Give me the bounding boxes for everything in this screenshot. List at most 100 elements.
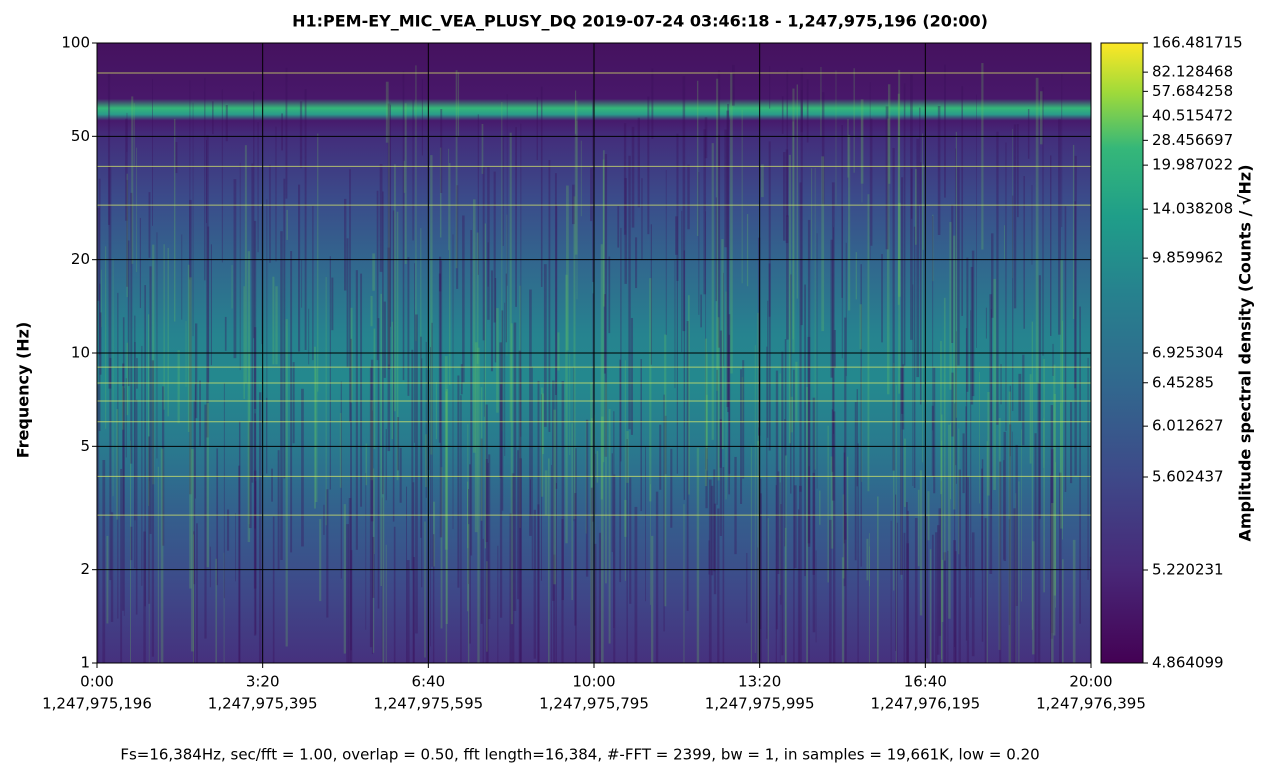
texture-stripe bbox=[953, 235, 956, 510]
x-tick-gps-label: 1,247,975,395 bbox=[208, 695, 318, 713]
texture-stripe bbox=[674, 260, 676, 389]
texture-stripe bbox=[212, 101, 214, 135]
texture-stripe bbox=[540, 86, 543, 287]
texture-stripe bbox=[981, 468, 983, 571]
texture-stripe bbox=[1016, 124, 1019, 218]
texture-stripe bbox=[797, 509, 800, 663]
texture-stripe bbox=[929, 549, 932, 663]
texture-stripe bbox=[448, 148, 450, 251]
texture-stripe bbox=[986, 441, 988, 663]
texture-stripe bbox=[717, 508, 720, 663]
texture-stripe bbox=[548, 160, 551, 432]
texture-stripe bbox=[1023, 176, 1025, 329]
texture-stripe bbox=[1064, 206, 1067, 492]
texture-stripe bbox=[1072, 539, 1076, 663]
texture-stripe bbox=[553, 409, 556, 585]
texture-stripe bbox=[397, 417, 400, 471]
texture-stripe bbox=[958, 469, 961, 663]
texture-stripe bbox=[948, 424, 951, 619]
texture-stripe bbox=[961, 86, 964, 316]
texture-stripe bbox=[746, 552, 748, 624]
texture-stripe bbox=[193, 531, 195, 663]
texture-stripe bbox=[377, 318, 380, 609]
texture-stripe bbox=[922, 164, 924, 250]
texture-stripe bbox=[191, 448, 194, 652]
texture-stripe bbox=[901, 177, 904, 414]
texture-stripe bbox=[950, 422, 952, 500]
texture-stripe bbox=[730, 73, 733, 374]
texture-stripe bbox=[831, 182, 835, 501]
texture-stripe bbox=[540, 394, 542, 581]
texture-stripe bbox=[192, 102, 194, 337]
texture-stripe bbox=[869, 546, 870, 587]
texture-stripe bbox=[786, 70, 789, 217]
texture-stripe bbox=[1043, 418, 1045, 468]
texture-stripe bbox=[949, 221, 952, 390]
texture-stripe bbox=[194, 384, 196, 499]
texture-stripe bbox=[173, 118, 176, 322]
texture-stripe bbox=[721, 239, 724, 450]
texture-stripe bbox=[1053, 364, 1056, 636]
texture-stripe bbox=[456, 185, 459, 289]
texture-stripe bbox=[843, 452, 846, 544]
texture-stripe bbox=[868, 533, 870, 663]
texture-stripe bbox=[312, 205, 314, 361]
texture-stripe bbox=[210, 244, 212, 366]
x-tick-label: 3:20 bbox=[246, 673, 280, 691]
texture-stripe bbox=[732, 64, 735, 106]
texture-stripe bbox=[520, 123, 522, 437]
texture-stripe bbox=[425, 434, 428, 488]
texture-stripe bbox=[1069, 402, 1073, 484]
texture-stripe bbox=[717, 317, 720, 481]
texture-stripe bbox=[651, 535, 654, 663]
texture-stripe bbox=[931, 534, 934, 663]
texture-stripe bbox=[940, 340, 942, 495]
texture-stripe bbox=[943, 552, 947, 663]
texture-stripe bbox=[462, 215, 465, 383]
texture-stripe bbox=[370, 400, 373, 481]
texture-stripe bbox=[281, 113, 283, 151]
texture-stripe bbox=[167, 247, 169, 417]
texture-stripe bbox=[126, 342, 129, 416]
texture-stripe bbox=[373, 328, 376, 449]
texture-stripe bbox=[686, 321, 689, 611]
texture-stripe bbox=[971, 250, 975, 397]
texture-stripe bbox=[189, 80, 191, 280]
texture-stripe bbox=[148, 436, 151, 604]
texture-stripe bbox=[509, 513, 512, 663]
texture-stripe bbox=[926, 516, 928, 659]
texture-stripe bbox=[1037, 383, 1041, 663]
texture-stripe bbox=[99, 283, 101, 355]
texture-stripe bbox=[460, 395, 462, 663]
texture-stripe bbox=[1059, 402, 1062, 513]
texture-stripe bbox=[757, 312, 760, 448]
texture-stripe bbox=[742, 360, 745, 479]
texture-stripe bbox=[97, 207, 100, 301]
texture-stripe bbox=[110, 512, 114, 622]
texture-stripe bbox=[760, 493, 762, 663]
texture-stripe bbox=[467, 481, 469, 612]
texture-stripe bbox=[460, 364, 463, 395]
texture-stripe bbox=[592, 293, 595, 522]
x-tick-label: 16:40 bbox=[904, 673, 947, 691]
texture-stripe bbox=[575, 90, 577, 134]
texture-stripe bbox=[913, 226, 916, 488]
texture-stripe bbox=[131, 96, 134, 264]
texture-stripe bbox=[965, 406, 967, 567]
texture-stripe bbox=[109, 357, 112, 581]
texture-stripe bbox=[1003, 431, 1007, 562]
texture-stripe bbox=[469, 464, 471, 644]
texture-stripe bbox=[757, 441, 760, 663]
texture-stripe bbox=[841, 125, 843, 298]
texture-stripe bbox=[127, 240, 130, 387]
texture-stripe bbox=[861, 368, 863, 482]
texture-stripe bbox=[1039, 91, 1043, 145]
texture-stripe bbox=[285, 319, 288, 647]
texture-stripe bbox=[842, 494, 845, 579]
texture-stripe bbox=[857, 443, 859, 663]
texture-stripe bbox=[435, 381, 437, 440]
texture-stripe bbox=[470, 229, 473, 556]
texture-stripe bbox=[953, 540, 956, 663]
texture-stripe bbox=[243, 286, 245, 399]
texture-stripe bbox=[766, 346, 768, 639]
